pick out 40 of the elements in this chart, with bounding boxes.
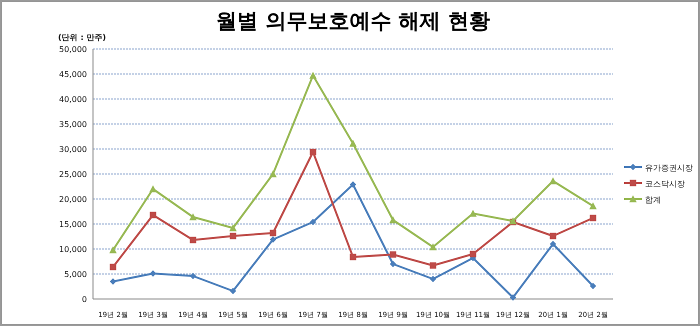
point xyxy=(390,260,396,268)
point xyxy=(269,170,277,178)
point xyxy=(350,181,356,188)
legend-label: 합계 xyxy=(645,196,661,204)
point xyxy=(310,218,316,226)
point xyxy=(510,294,516,301)
chart-title: 월별 의무보호예수 해제 현황 xyxy=(216,9,490,33)
y-tick-label: 15,000 xyxy=(59,220,87,229)
point xyxy=(149,185,157,192)
point xyxy=(189,213,197,220)
y-tick-label: 5,000 xyxy=(64,270,87,279)
y-tick-label: 35,000 xyxy=(59,120,87,129)
point xyxy=(429,243,437,250)
point xyxy=(549,177,557,184)
point xyxy=(309,72,317,79)
y-tick-label: 50,000 xyxy=(59,45,87,54)
point xyxy=(190,272,196,280)
point xyxy=(590,282,596,290)
y-tick-label: 25,000 xyxy=(59,170,87,179)
point xyxy=(349,140,357,147)
y-tick-label: 40,000 xyxy=(59,95,87,104)
point xyxy=(589,202,597,210)
point xyxy=(230,288,236,294)
y-tick-label: 20,000 xyxy=(59,195,87,204)
point xyxy=(229,224,237,232)
point xyxy=(150,270,156,277)
y-tick-label: 30,000 xyxy=(59,145,87,154)
point xyxy=(550,240,556,248)
point xyxy=(389,216,397,224)
y-tick-label: 45,000 xyxy=(59,70,87,79)
text: (단위 : 만주) xyxy=(58,33,106,42)
point xyxy=(430,276,436,282)
point xyxy=(109,246,117,254)
point xyxy=(270,236,276,243)
point xyxy=(110,278,116,285)
legend-label: 코스닥시장 xyxy=(645,180,685,188)
point xyxy=(469,210,477,217)
legend-label: 유가증권시장 xyxy=(645,164,693,172)
y-tick-label: 10,000 xyxy=(59,245,87,254)
y-tick-label: 0 xyxy=(82,295,87,304)
